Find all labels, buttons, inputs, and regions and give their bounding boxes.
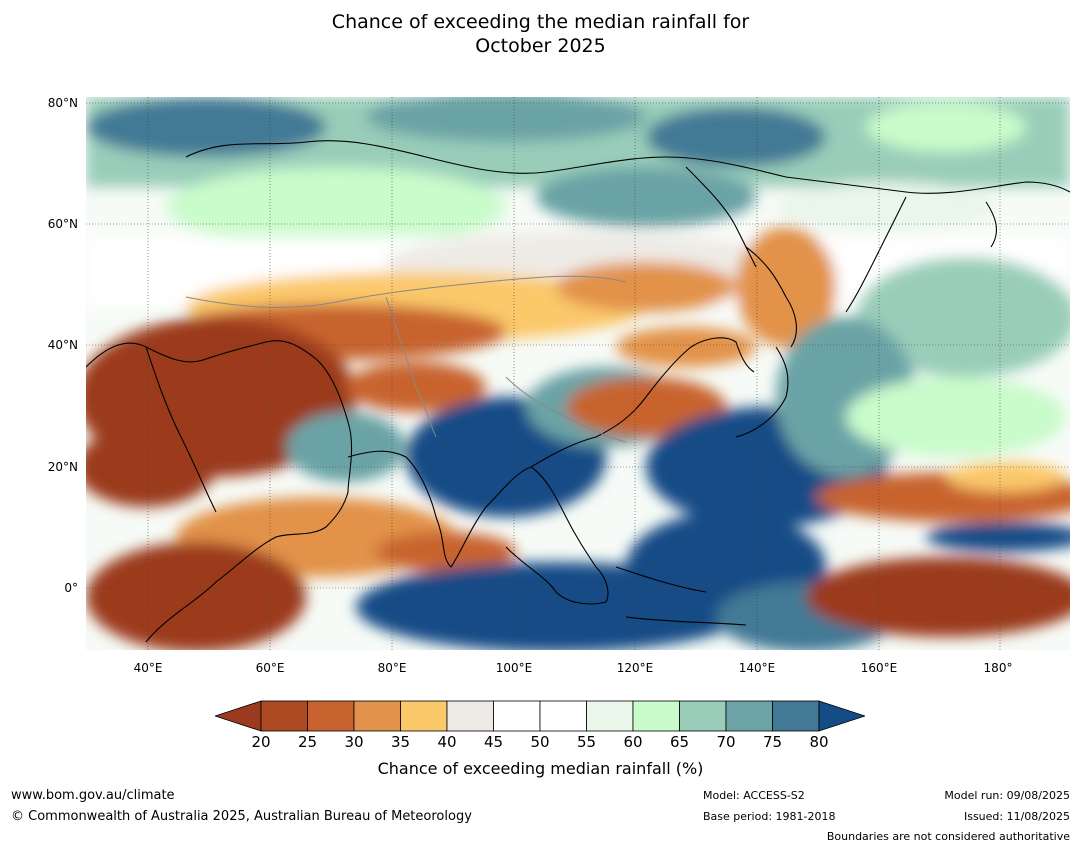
map-title: Chance of exceeding the median rainfall … <box>0 10 1081 58</box>
lat-tick-40n: 40°N <box>47 338 78 352</box>
title-line-1: Chance of exceeding the median rainfall … <box>331 11 750 33</box>
colorbar-box <box>260 700 308 732</box>
colorbar-svg <box>213 700 867 732</box>
colorbar-tick: 30 <box>344 733 364 751</box>
footer-issued: Issued: 11/08/2025 <box>963 810 1070 823</box>
colorbar-box <box>539 700 587 732</box>
colorbar-box <box>586 700 634 732</box>
map-svg <box>86 97 1070 650</box>
footer-boundaries: Boundaries are not considered authoritat… <box>826 830 1070 843</box>
rainfall-map <box>86 97 1070 650</box>
lat-tick-0: 0° <box>64 581 78 595</box>
colorbar-tick: 40 <box>437 733 457 751</box>
footer-website: www.bom.gov.au/climate <box>11 788 175 803</box>
colorbar-extend-low <box>213 700 262 732</box>
colorbar-box <box>679 700 727 732</box>
colorbar-tick: 60 <box>623 733 643 751</box>
lon-tick-120e: 120°E <box>616 661 654 675</box>
colorbar-tick: 35 <box>390 733 411 751</box>
colorbar-tick: 50 <box>530 733 550 751</box>
colorbar-label: Chance of exceeding median rainfall (%) <box>377 759 704 778</box>
lon-tick-80e: 80°E <box>377 661 407 675</box>
colorbar-box <box>400 700 448 732</box>
lon-tick-140e: 140°E <box>738 661 776 675</box>
lon-tick-60e: 60°E <box>255 661 285 675</box>
colorbar-tick: 55 <box>576 733 597 751</box>
colorbar-tick: 80 <box>809 733 829 751</box>
colorbar-box <box>446 700 494 732</box>
colorbar-tick: 45 <box>483 733 504 751</box>
colorbar-box <box>632 700 680 732</box>
forecast-field <box>86 97 1070 650</box>
country-borders <box>185 275 627 443</box>
lat-tick-20n: 20°N <box>47 460 78 474</box>
footer-model-run: Model run: 09/08/2025 <box>944 789 1070 802</box>
footer-model: Model: ACCESS-S2 <box>703 789 805 802</box>
colorbar-box <box>493 700 541 732</box>
lon-tick-100e: 100°E <box>495 661 533 675</box>
graticule <box>86 97 1070 650</box>
lon-tick-160e: 160°E <box>860 661 898 675</box>
colorbar-box <box>772 700 820 732</box>
title-line-2: October 2025 <box>475 35 606 57</box>
colorbar-tick: 70 <box>716 733 736 751</box>
colorbar-box <box>725 700 773 732</box>
coastlines <box>86 140 1070 643</box>
lat-tick-80n: 80°N <box>47 96 78 110</box>
colorbar <box>213 700 867 732</box>
colorbar-tick: 75 <box>762 733 783 751</box>
colorbar-box <box>353 700 401 732</box>
colorbar-tick: 25 <box>297 733 318 751</box>
footer-copyright: © Commonwealth of Australia 2025, Austra… <box>11 809 472 824</box>
lon-tick-180: 180° <box>983 661 1013 675</box>
lon-tick-40e: 40°E <box>133 661 163 675</box>
colorbar-tick: 20 <box>251 733 271 751</box>
colorbar-box <box>307 700 355 732</box>
colorbar-tick: 65 <box>669 733 690 751</box>
colorbar-extend-high <box>818 700 867 732</box>
lat-tick-60n: 60°N <box>47 217 78 231</box>
footer-base-period: Base period: 1981-2018 <box>703 810 836 823</box>
